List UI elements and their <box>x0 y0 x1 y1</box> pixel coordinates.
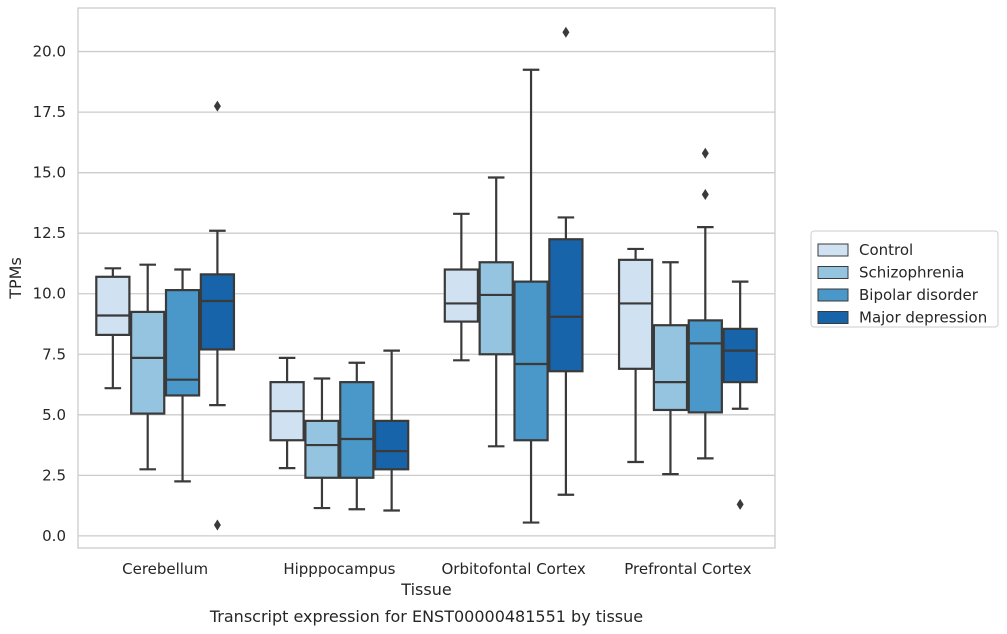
box-body <box>478 261 514 356</box>
box-3-0 <box>617 247 654 464</box>
box-groups <box>95 26 758 531</box>
outlier-point <box>736 498 744 510</box>
box-body <box>164 289 201 397</box>
outlier-point <box>701 188 709 200</box>
box-body <box>373 419 410 471</box>
box-2-0 <box>443 212 480 362</box>
x-tick-label: Prefrontal Cortex <box>624 560 751 578</box>
x-tick-label: Orbitofontal Cortex <box>442 560 586 578</box>
legend-item: Major depression <box>817 309 987 327</box>
box-2-2 <box>513 68 549 524</box>
y-tick-labels: 0.0 2.5 5.0 7.5 10.0 12.5 15.0 17.5 20.0 <box>33 43 66 545</box>
legend: Control Schizophrenia Bipolar disorder Majo… <box>810 230 999 328</box>
box-3-1 <box>652 261 689 476</box>
x-tick-label: Hipppocampus <box>283 560 395 578</box>
figure-caption: Transcript expression for ENST0000048155… <box>209 607 643 626</box>
legend-label: Control <box>859 241 913 259</box>
legend-swatch <box>817 243 849 257</box>
box-body <box>199 273 236 351</box>
legend-label: Major depression <box>859 309 987 327</box>
legend-swatch <box>817 266 849 279</box>
y-tick-label: 17.5 <box>33 103 66 121</box>
legend-item: Control <box>817 241 913 259</box>
outlier-point <box>701 147 709 159</box>
box-1-0 <box>269 356 305 470</box>
box-0-1 <box>130 263 166 471</box>
box-1-3 <box>373 349 410 512</box>
x-tick-labels: Cerebellum Hipppocampus Orbitofontal Corte… <box>122 560 751 578</box>
y-tick-label: 5.0 <box>42 406 66 424</box>
box-body <box>617 258 654 370</box>
legend-swatch <box>817 288 849 302</box>
outlier-point <box>213 519 221 531</box>
box-0-0 <box>95 267 131 390</box>
x-axis-label: Tissue <box>400 580 451 599</box>
y-tick-label: 20.0 <box>33 43 66 61</box>
legend-frame <box>810 230 999 328</box>
outlier-point <box>213 100 221 112</box>
plot-frame <box>77 7 776 549</box>
box-0-2 <box>164 268 201 483</box>
box-2-1 <box>478 176 514 448</box>
box-body <box>339 381 375 479</box>
box-body <box>652 324 689 412</box>
y-tick-label: 2.5 <box>42 466 66 484</box>
legend-label: Bipolar disorder <box>859 286 979 304</box>
y-tick-label: 7.5 <box>42 345 66 363</box>
box-body <box>548 238 584 373</box>
box-body <box>722 327 758 384</box>
x-tick-label: Cerebellum <box>122 560 208 578</box>
box-2-3 <box>548 26 584 496</box>
y-axis-label: TPMs <box>6 257 25 300</box>
box-1-1 <box>304 377 340 510</box>
y-tick-label: 0.0 <box>42 527 66 545</box>
y-tick-label: 10.0 <box>33 285 66 303</box>
legend-item: Schizophrenia <box>817 264 964 282</box>
box-body <box>95 275 131 337</box>
legend-item: Bipolar disorder <box>817 286 979 304</box>
box-3-2 <box>687 147 723 460</box>
box-body <box>443 268 480 323</box>
box-1-2 <box>339 361 375 511</box>
y-tick-label: 15.0 <box>33 164 66 182</box>
box-3-3 <box>722 280 758 510</box>
box-body <box>687 319 723 414</box>
y-tick-label: 12.5 <box>33 224 66 242</box>
box-body <box>130 310 166 415</box>
box-body <box>513 280 549 442</box>
legend-label: Schizophrenia <box>859 264 964 282</box>
outlier-point <box>562 26 570 38</box>
box-body <box>304 419 340 479</box>
box-0-3 <box>199 100 236 531</box>
legend-swatch <box>817 311 849 324</box>
